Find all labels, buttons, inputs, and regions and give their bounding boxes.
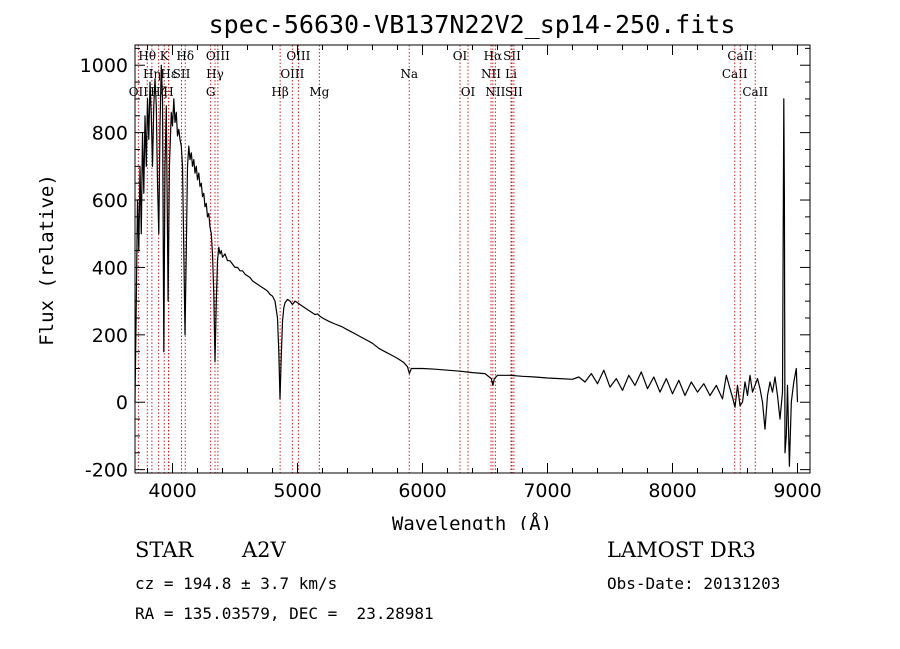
survey-name: LAMOST DR3 — [607, 538, 756, 562]
plot-area: OIIHθHηHζKHHεSIIHδGHγOIIIHβOIIIOIIIMgNaO… — [80, 44, 822, 502]
y-tick-label: 400 — [92, 257, 128, 279]
spectral-line-label: Hγ — [206, 67, 224, 81]
spectral-line-label: CaII — [722, 67, 748, 81]
spectral-line-label: CaII — [727, 49, 753, 63]
spectral-line-label: SII — [503, 49, 521, 63]
coordinates: RA = 135.03579, DEC = 23.28981 — [135, 604, 434, 623]
spectral-line-label: Li — [505, 67, 517, 81]
x-tick-label: 5000 — [273, 480, 321, 502]
spectral-line-label: OIII — [280, 67, 304, 81]
chart-title: spec-56630-VB137N22V2_sp14-250.fits — [209, 10, 736, 39]
spectral-line-label: Hβ — [271, 85, 288, 99]
spectral-line-label: NII — [481, 67, 501, 81]
spectral-line-label: OIII — [206, 49, 230, 63]
spectral-line-label: K — [160, 49, 170, 63]
x-tick-label: 6000 — [398, 480, 446, 502]
redshift-value: cz = 194.8 ± 3.7 km/s — [135, 574, 338, 593]
spectrum-chart: spec-56630-VB137N22V2_sp14-250.fits OII H… — [36, 10, 822, 530]
spectral-line-label: OI — [453, 49, 468, 63]
y-tick-label: 800 — [92, 123, 128, 145]
spectral-line-label: Na — [400, 67, 418, 81]
spectral-line-label: Hε — [160, 67, 177, 81]
spectral-line-label: Hη — [143, 67, 161, 81]
spectral-line-label: OIII — [286, 49, 310, 63]
spectral-line-label: NII — [485, 85, 505, 99]
y-tick-label: 200 — [92, 325, 128, 347]
y-tick-label: -200 — [85, 460, 128, 482]
x-tick-label: 9000 — [773, 480, 821, 502]
spectrum-line — [134, 64, 799, 467]
spectral-line-label: G — [206, 85, 216, 99]
x-axis-label: Wavelength (Å) — [392, 512, 552, 530]
object-type: STAR — [135, 538, 194, 562]
spectral-class: A2V — [242, 538, 286, 562]
observation-date: Obs-Date: 20131203 — [607, 574, 781, 593]
y-tick-label: 0 — [116, 392, 128, 414]
x-tick-label: 8000 — [648, 480, 696, 502]
y-tick-label: 600 — [92, 190, 128, 212]
spectral-line-label: OII — [129, 85, 149, 99]
spectral-line-label: Hδ — [176, 49, 194, 63]
y-axis-label: Flux (relative) — [36, 174, 58, 346]
spectral-line-label: Mg — [309, 85, 329, 99]
y-tick-label: 1000 — [80, 55, 128, 77]
plot-frame — [134, 44, 811, 474]
x-tick-label: 7000 — [523, 480, 571, 502]
spectral-line-label: CaII — [742, 85, 768, 99]
spectral-line-label: Hα — [484, 49, 503, 63]
x-tick-label: 4000 — [148, 480, 196, 502]
spectral-line-label: SII — [173, 67, 191, 81]
spectral-line-label: Hθ — [138, 49, 156, 63]
spectral-line-label: OI — [461, 85, 476, 99]
spectral-line-label: SII — [505, 85, 523, 99]
